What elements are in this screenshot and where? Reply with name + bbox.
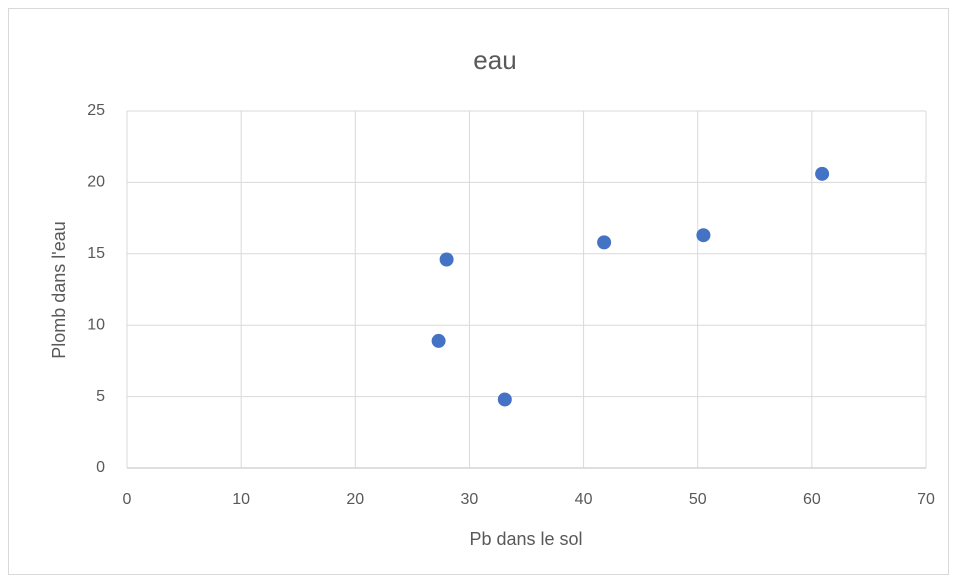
x-tick-label: 70 [917, 491, 935, 508]
y-tick-label: 25 [87, 102, 105, 119]
x-tick-label: 40 [575, 491, 593, 508]
y-tick-label: 15 [87, 245, 105, 262]
x-tick-label: 30 [461, 491, 479, 508]
x-tick-label: 50 [689, 491, 707, 508]
point [597, 235, 612, 250]
point [431, 333, 446, 348]
y-tick-label: 0 [96, 459, 105, 476]
y-tick-label: 5 [96, 388, 105, 405]
point [696, 228, 711, 243]
chart-title: eau [473, 45, 516, 75]
point [497, 392, 512, 407]
point [815, 166, 830, 181]
x-tick-label: 10 [232, 491, 250, 508]
chart-border [8, 8, 949, 575]
point [439, 252, 454, 267]
x-tick-label: 60 [803, 491, 821, 508]
y-axis-title: Plomb dans l'eau [49, 221, 69, 359]
x-axis-title: Pb dans le sol [469, 529, 582, 549]
y-tick-label: 10 [87, 316, 105, 333]
x-tick-label: 20 [346, 491, 364, 508]
x-tick-label: 0 [123, 491, 132, 508]
y-tick-label: 20 [87, 174, 105, 191]
